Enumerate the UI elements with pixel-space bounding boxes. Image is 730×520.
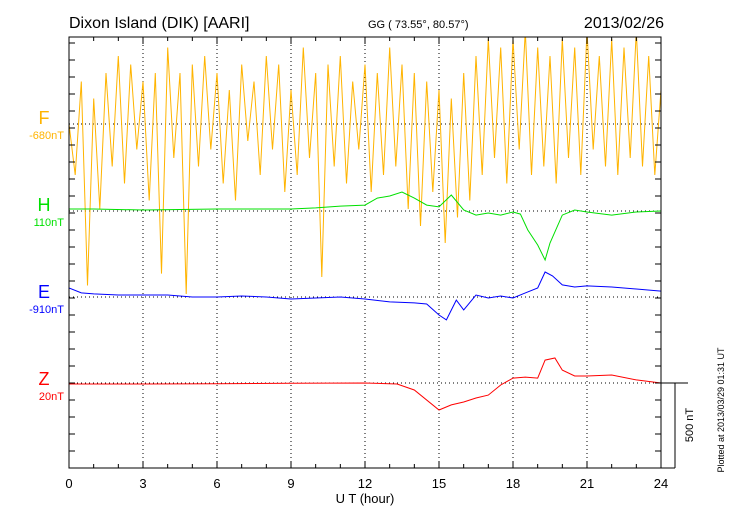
baseline-value-h: 110nT	[34, 217, 65, 229]
x-tick-label: 6	[213, 476, 220, 491]
baseline-value-e: -910nT	[29, 304, 64, 316]
station-coords: GG ( 73.55°, 80.57°)	[368, 19, 469, 31]
series-z-line	[69, 357, 661, 411]
component-label-h: H	[38, 195, 51, 215]
component-label-e: E	[38, 282, 50, 302]
series-e-line	[69, 271, 661, 321]
x-tick-label: 24	[654, 476, 668, 491]
plot-date: 2013/02/26	[584, 15, 664, 32]
axis-ticks: 0 3 6 9 12 15 18 21 24	[65, 37, 668, 491]
x-axis-label: U T (hour)	[336, 491, 395, 506]
baseline-value-z: 20nT	[39, 391, 64, 403]
x-tick-label: 9	[287, 476, 294, 491]
series-f-line	[69, 37, 661, 295]
grid	[69, 37, 661, 468]
x-tick-label: 21	[580, 476, 594, 491]
scale-bar-label: 500 nT	[684, 408, 696, 443]
x-tick-label: 0	[65, 476, 72, 491]
baseline-value-f: -680nT	[29, 130, 64, 142]
station-title: Dixon Island (DIK) [AARI]	[69, 15, 250, 32]
series-h-line	[69, 191, 661, 262]
plotted-at-note: Plotted at 2013/03/29 01:31 UT	[716, 347, 726, 473]
component-labels: F -680nT H 110nT E -910nT Z 20nT	[29, 108, 64, 403]
component-label-f: F	[39, 108, 50, 128]
x-tick-label: 18	[506, 476, 520, 491]
scale-bar: 500 nT	[661, 382, 696, 469]
x-tick-label: 15	[432, 476, 446, 491]
x-tick-label: 12	[358, 476, 372, 491]
x-tick-label: 3	[139, 476, 146, 491]
component-label-z: Z	[39, 369, 50, 389]
